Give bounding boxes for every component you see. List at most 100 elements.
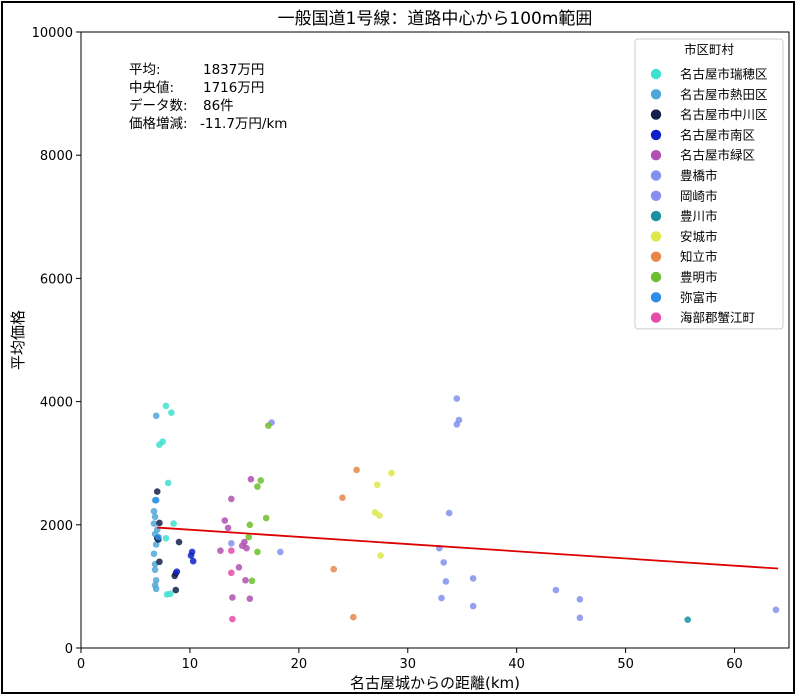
- stat-value: 1837万円: [203, 62, 264, 78]
- data-point: [350, 613, 357, 621]
- data-point: [257, 477, 265, 484]
- y-tick-label: 10000: [32, 26, 73, 41]
- data-point: [254, 483, 261, 490]
- legend-marker: [650, 109, 662, 120]
- data-point: [152, 585, 160, 593]
- data-point: [187, 552, 195, 559]
- legend-label: 名古屋市中川区: [680, 107, 768, 122]
- legend-label: 岡崎市: [680, 188, 718, 203]
- scatter-chart: 一般国道1号線：道路中心から100m範囲 0 10 20 30 40 50 60 0 2000…: [9, 9, 790, 692]
- data-point: [156, 441, 163, 449]
- data-point: [243, 544, 250, 552]
- chart-title: 一般国道1号線：道路中心から100m範囲: [278, 9, 593, 29]
- data-point: [164, 479, 172, 487]
- legend-label: 名古屋市緑区: [680, 148, 755, 163]
- data-point: [442, 578, 450, 585]
- data-point: [576, 614, 584, 622]
- legend-marker: [650, 89, 662, 100]
- x-tick-label: 60: [726, 657, 743, 672]
- stat-value: -11.7万円/km: [200, 116, 287, 132]
- data-point: [277, 548, 284, 556]
- legend-label: 知立市: [680, 249, 718, 264]
- legend-label: 海部郡蟹江町: [680, 310, 755, 325]
- x-tick-label: 10: [182, 657, 199, 672]
- data-point: [242, 576, 249, 584]
- x-axis-title: 名古屋城からの距離(km): [350, 674, 520, 692]
- data-point: [189, 557, 197, 565]
- data-point: [339, 494, 346, 501]
- legend-marker: [650, 210, 662, 222]
- legend-label: 名古屋市熱田区: [680, 87, 768, 102]
- data-point: [247, 475, 255, 483]
- legend-title: 市区町村: [684, 42, 735, 57]
- data-point: [235, 564, 243, 571]
- x-tick-label: 30: [399, 657, 416, 672]
- data-point: [155, 533, 162, 541]
- y-tick-label: 8000: [40, 149, 73, 164]
- data-point: [438, 594, 445, 602]
- data-point: [684, 616, 692, 623]
- data-point: [162, 402, 170, 410]
- data-point: [162, 535, 170, 542]
- y-axis: 0 2000 4000 6000 8000 10000: [32, 26, 81, 657]
- data-point: [152, 496, 160, 504]
- legend-label: 豊明市: [680, 270, 718, 285]
- stat-label: データ数:: [129, 97, 188, 114]
- legend-box: [634, 38, 784, 330]
- data-point: [221, 517, 229, 524]
- data-point: [330, 565, 338, 573]
- data-point: [445, 509, 453, 517]
- data-point: [224, 524, 232, 532]
- data-point: [576, 596, 584, 603]
- data-point: [453, 395, 461, 402]
- legend-marker: [650, 68, 662, 80]
- legend-marker: [650, 150, 662, 161]
- data-point: [246, 521, 254, 529]
- data-point: [229, 615, 236, 623]
- data-point: [228, 495, 235, 503]
- x-axis: 0 10 20 30 40 50 60: [77, 648, 743, 672]
- trend-line: [157, 526, 779, 570]
- legend-marker: [650, 170, 662, 181]
- data-point: [373, 481, 381, 489]
- stat-label: 中央値:: [129, 80, 174, 96]
- data-point: [254, 548, 261, 556]
- y-tick-label: 2000: [40, 519, 73, 534]
- y-axis-title: 平均価格: [9, 310, 27, 370]
- y-tick-label: 6000: [40, 272, 73, 287]
- x-tick-label: 0: [77, 657, 85, 672]
- data-point: [228, 539, 235, 547]
- data-point: [153, 488, 161, 495]
- legend-marker: [650, 129, 662, 141]
- data-point: [377, 552, 384, 559]
- stat-label: 価格増減:: [129, 115, 188, 132]
- data-point: [469, 575, 477, 582]
- data-point: [229, 594, 236, 601]
- legend-marker: [650, 190, 662, 201]
- stat-value: 86件: [203, 98, 234, 114]
- data-point: [246, 595, 254, 603]
- data-point: [151, 566, 159, 574]
- legend-marker: [650, 312, 662, 323]
- legend-label: 豊川市: [680, 209, 718, 224]
- legend-marker: [650, 292, 662, 303]
- data-point: [552, 586, 560, 594]
- data-point: [175, 538, 183, 546]
- legend-label: 名古屋市南区: [680, 127, 755, 142]
- data-point: [245, 533, 253, 541]
- legend-label: 安城市: [680, 229, 718, 244]
- legend-label: 名古屋市瑞穂区: [680, 67, 768, 82]
- legend-label: 弥富市: [680, 290, 718, 305]
- stat-value: 1716万円: [203, 80, 264, 96]
- data-point: [152, 412, 160, 420]
- data-point: [265, 422, 272, 429]
- stat-label: 平均:: [129, 62, 161, 78]
- x-tick-label: 50: [617, 657, 634, 672]
- data-point: [262, 514, 270, 522]
- data-point: [151, 513, 159, 521]
- data-point: [156, 558, 163, 566]
- data-point: [150, 520, 158, 527]
- x-tick-label: 20: [291, 657, 308, 672]
- y-tick-label: 4000: [40, 396, 73, 411]
